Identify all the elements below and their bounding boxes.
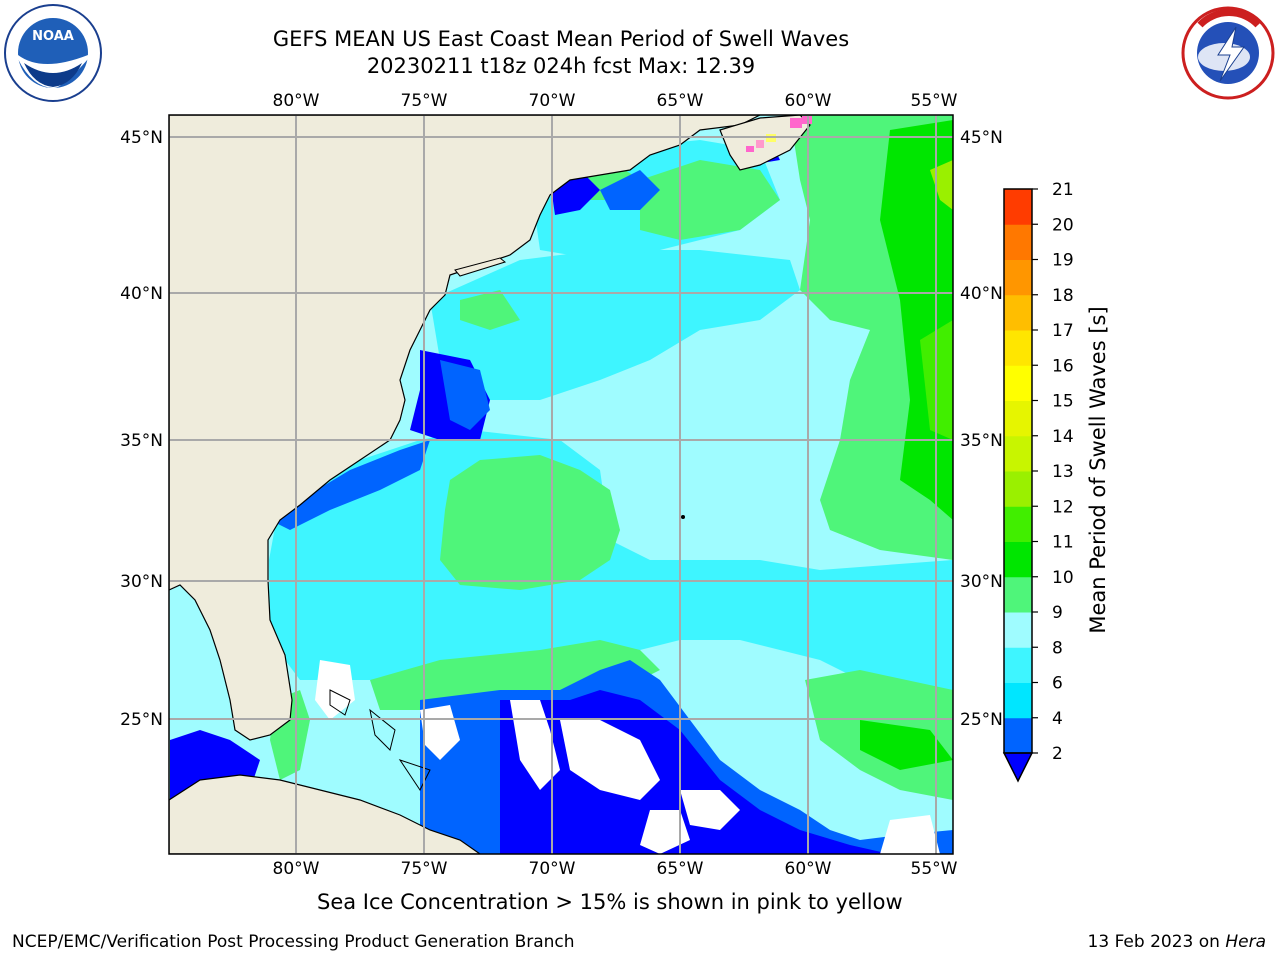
map-area bbox=[169, 115, 953, 854]
colorbar-segment bbox=[1004, 259, 1032, 296]
lon-label-top: 70°W bbox=[529, 91, 576, 111]
colorbar-tick-label: 15 bbox=[1052, 392, 1074, 412]
colorbar-segment bbox=[1004, 224, 1032, 260]
map-frame bbox=[168, 114, 954, 855]
lat-label-left: 30°N bbox=[120, 572, 163, 592]
colorbar-tick-label: 16 bbox=[1052, 356, 1074, 376]
lat-label-right: 45°N bbox=[960, 128, 1003, 148]
lat-label-right: 25°N bbox=[960, 710, 1003, 730]
colorbar-tick-label: 10 bbox=[1052, 568, 1074, 588]
sea-ice-note: Sea Ice Concentration > 15% is shown in … bbox=[317, 890, 903, 914]
footer-machine: Hera bbox=[1225, 932, 1266, 952]
lat-label-right: 40°N bbox=[960, 284, 1003, 304]
lon-label-bottom: 55°W bbox=[911, 859, 958, 879]
colorbar-tick-label: 2 bbox=[1052, 744, 1063, 764]
colorbar-segment bbox=[1004, 717, 1032, 754]
colorbar-tick-label: 18 bbox=[1052, 286, 1074, 306]
colorbar-tick-label: 11 bbox=[1052, 533, 1074, 553]
lat-label-left: 45°N bbox=[120, 128, 163, 148]
chart-subtitle: 20230211 t18z 024h fcst Max: 12.39 bbox=[366, 54, 756, 78]
lon-label-bottom: 75°W bbox=[401, 859, 448, 879]
colorbar-tick-label: 8 bbox=[1052, 638, 1063, 658]
colorbar-segment bbox=[1004, 682, 1032, 719]
colorbar-tick-label: 13 bbox=[1052, 462, 1074, 482]
colorbar-extend-arrow bbox=[1002, 752, 1034, 783]
colorbar-segment bbox=[1004, 189, 1032, 225]
lon-label-top: 60°W bbox=[785, 91, 832, 111]
lat-label-right: 30°N bbox=[960, 572, 1003, 592]
lat-label-left: 25°N bbox=[120, 710, 163, 730]
colorbar-tick-label: 19 bbox=[1052, 251, 1074, 271]
colorbar-tick-label: 17 bbox=[1052, 321, 1074, 341]
colorbar-segment bbox=[1004, 365, 1032, 401]
lon-label-bottom: 80°W bbox=[273, 859, 320, 879]
colorbar-segment bbox=[1004, 647, 1032, 683]
colorbar-tick-label: 12 bbox=[1052, 497, 1074, 517]
lat-label-left: 40°N bbox=[120, 284, 163, 304]
colorbar-tick-label: 6 bbox=[1052, 674, 1063, 694]
colorbar-segment bbox=[1004, 576, 1032, 613]
footer-date: 13 Feb 2023 on Hera bbox=[1088, 932, 1266, 952]
colorbar-label: Mean Period of Swell Waves [s] bbox=[1086, 306, 1110, 633]
colorbar-segment bbox=[1004, 294, 1032, 331]
colorbar-segment bbox=[1004, 471, 1032, 507]
colorbar-tick-label: 14 bbox=[1052, 427, 1074, 447]
lon-label-top: 55°W bbox=[911, 91, 958, 111]
lon-label-top: 65°W bbox=[657, 91, 704, 111]
colorbar-segment bbox=[1004, 506, 1032, 542]
colorbar-tick-label: 4 bbox=[1052, 709, 1063, 729]
nws-logo bbox=[1181, 6, 1275, 100]
lon-label-bottom: 60°W bbox=[785, 859, 832, 879]
noaa-logo: NOAA bbox=[4, 4, 102, 102]
chart-title: GEFS MEAN US East Coast Mean Period of S… bbox=[272, 27, 850, 51]
lon-label-top: 80°W bbox=[273, 91, 320, 111]
colorbar-segment bbox=[1004, 541, 1032, 578]
svg-text:NOAA: NOAA bbox=[32, 29, 74, 44]
footer-date-text: 13 Feb 2023 on bbox=[1087, 932, 1226, 952]
lon-label-bottom: 65°W bbox=[657, 859, 704, 879]
lon-label-bottom: 70°W bbox=[529, 859, 576, 879]
colorbar-segment bbox=[1004, 400, 1032, 437]
lat-label-right: 35°N bbox=[960, 431, 1003, 451]
lat-label-left: 35°N bbox=[120, 431, 163, 451]
colorbar: 2 4 6 8 9 10 11 12 13 14 15 16 17 18 19 20 21 bbox=[1002, 180, 1074, 783]
colorbar-tick-label: 21 bbox=[1052, 180, 1074, 200]
colorbar-segment bbox=[1004, 612, 1032, 648]
colorbar-segment bbox=[1004, 330, 1032, 366]
footer-credit: NCEP/EMC/Verification Post Processing Pr… bbox=[12, 932, 575, 952]
colorbar-tick-label: 9 bbox=[1052, 603, 1063, 623]
map-gridlines bbox=[169, 115, 953, 854]
colorbar-tick-label: 20 bbox=[1052, 215, 1074, 235]
lon-label-top: 75°W bbox=[401, 91, 448, 111]
colorbar-segment bbox=[1004, 435, 1032, 472]
